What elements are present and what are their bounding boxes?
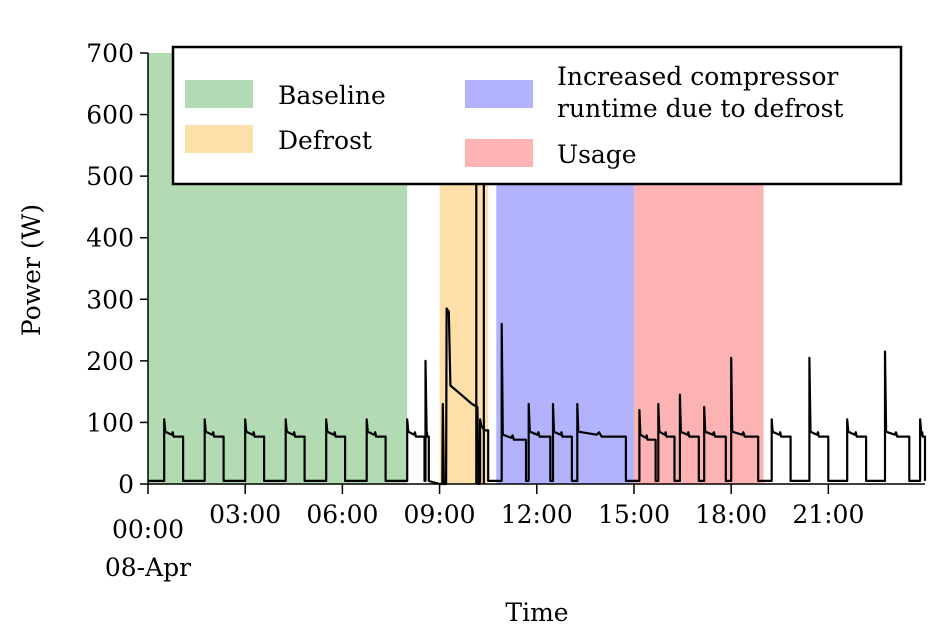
legend-frame bbox=[171, 45, 903, 186]
y-tick-label: 700 bbox=[86, 39, 134, 68]
tick-layer: 0 100 200 300 400 500 600 700 00:00 08-Apr 03:00 06… bbox=[86, 39, 864, 582]
legend-label: Baseline bbox=[278, 81, 386, 110]
x-tick-sublabel: 08-Apr bbox=[105, 553, 191, 582]
legend-swatch-3 bbox=[465, 139, 533, 167]
legend-label: runtime due to defrost bbox=[557, 94, 843, 123]
x-tick-label: 15:00 bbox=[598, 500, 670, 529]
x-tick-label: 21:00 bbox=[792, 500, 864, 529]
x-tick-label: 12:00 bbox=[501, 500, 573, 529]
x-tick-label: 18:00 bbox=[695, 500, 767, 529]
x-tick-label: 09:00 bbox=[404, 500, 476, 529]
y-tick-label: 200 bbox=[86, 347, 134, 376]
y-tick-label: 100 bbox=[86, 408, 134, 437]
legend-swatch-1 bbox=[185, 125, 253, 153]
legend-swatch-0 bbox=[185, 80, 253, 108]
legend-label: Defrost bbox=[278, 126, 372, 155]
x-tick-label: 03:00 bbox=[209, 500, 281, 529]
x-axis-title: Time bbox=[505, 598, 568, 627]
y-tick-label: 500 bbox=[86, 162, 134, 191]
y-tick-label: 300 bbox=[86, 285, 134, 314]
power-line bbox=[148, 307, 927, 486]
y-tick-label: 600 bbox=[86, 101, 134, 130]
x-tick-label: 06:00 bbox=[306, 500, 378, 529]
y-axis-title: Power (W) bbox=[17, 204, 46, 336]
legend-swatch-2 bbox=[465, 80, 533, 108]
x-tick-label: 00:00 bbox=[112, 515, 184, 544]
legend-label: Increased compressor bbox=[557, 62, 838, 91]
y-tick-label: 400 bbox=[86, 224, 134, 253]
legend: Baseline Defrost Increased compressor runti… bbox=[171, 45, 903, 186]
legend-label: Usage bbox=[557, 140, 637, 169]
y-tick-label: 0 bbox=[118, 470, 134, 499]
